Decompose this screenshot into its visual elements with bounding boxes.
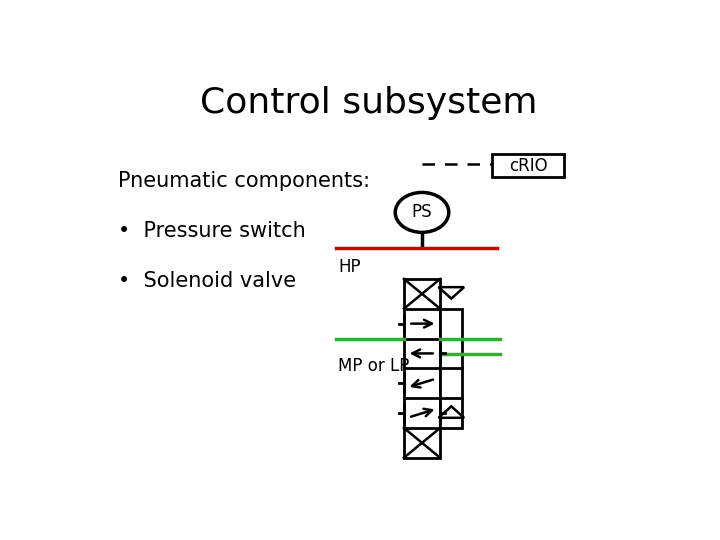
- Text: cRIO: cRIO: [509, 157, 547, 174]
- Text: PS: PS: [412, 204, 432, 221]
- Text: HP: HP: [338, 258, 361, 276]
- Text: •  Solenoid valve: • Solenoid valve: [118, 271, 296, 291]
- Text: MP or LP: MP or LP: [338, 357, 410, 375]
- Text: Control subsystem: Control subsystem: [200, 85, 538, 119]
- Bar: [404, 279, 440, 458]
- Circle shape: [395, 192, 449, 232]
- Bar: [440, 309, 462, 428]
- Text: Pneumatic components:: Pneumatic components:: [118, 171, 370, 191]
- Text: •  Pressure switch: • Pressure switch: [118, 221, 306, 241]
- Bar: [492, 154, 564, 177]
